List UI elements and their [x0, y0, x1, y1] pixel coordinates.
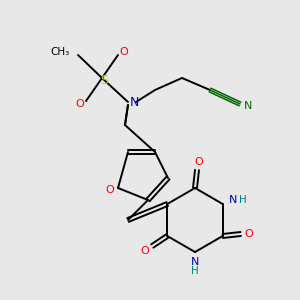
Text: O: O	[120, 47, 128, 57]
Text: N: N	[191, 257, 199, 267]
Text: O: O	[106, 185, 114, 195]
Text: N: N	[130, 95, 140, 109]
Text: H: H	[239, 195, 247, 205]
Text: O: O	[244, 229, 253, 239]
Text: O: O	[76, 99, 84, 109]
Text: S: S	[100, 74, 108, 86]
Text: O: O	[140, 246, 149, 256]
Text: H: H	[191, 266, 199, 276]
Text: O: O	[195, 157, 203, 167]
Text: CH₃: CH₃	[51, 47, 70, 57]
Text: N: N	[229, 195, 237, 205]
Text: N: N	[244, 101, 252, 111]
